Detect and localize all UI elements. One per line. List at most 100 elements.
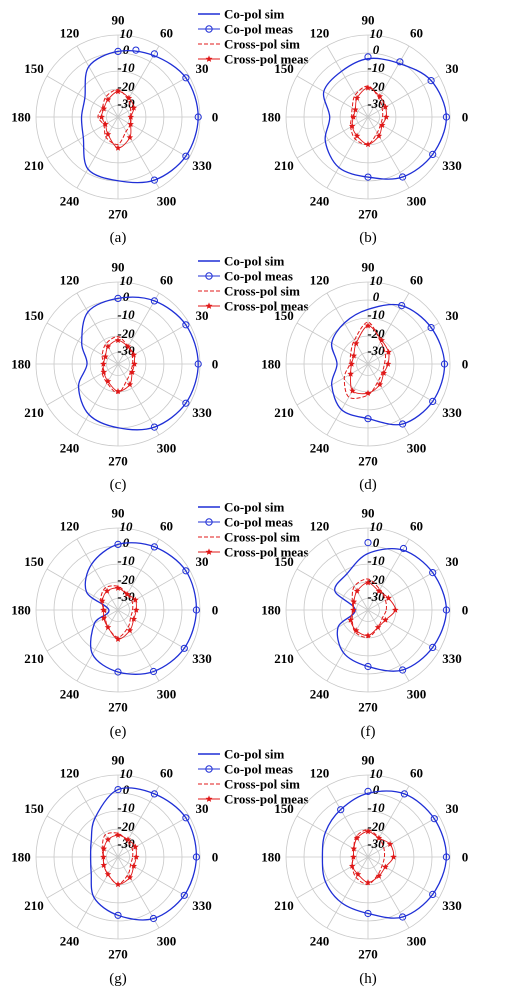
co-pol-meas-point [150, 423, 158, 431]
cross-pol-meas-point [104, 623, 112, 631]
cross-pol-meas-point [348, 862, 356, 869]
angle-tick-label: 330 [192, 405, 212, 420]
grid-spoke [117, 856, 190, 899]
angle-tick-label: 60 [410, 273, 423, 288]
cross-pol-meas-point [124, 343, 132, 350]
grid-spoke [117, 538, 160, 611]
legend-label: Co-pol meas [224, 515, 293, 530]
co-pol-sim-line [77, 296, 199, 431]
co-pol-meas-point [114, 47, 122, 56]
grid-spoke [367, 815, 440, 858]
radial-tick-label: 10 [120, 26, 134, 41]
polar-chart-a: 0306090120150180210240270300330100-10-20… [11, 7, 308, 247]
cross-pol-meas-point [386, 840, 394, 847]
angle-tick-label: 30 [446, 554, 459, 569]
grid-spoke [117, 116, 160, 189]
radial-tick-label: -30 [367, 589, 385, 604]
co-pol-meas-point [429, 397, 437, 405]
radial-tick-label: -20 [367, 79, 385, 94]
grid-spoke [76, 609, 119, 682]
co-pol-meas-point [364, 173, 372, 181]
angle-tick-label: 90 [362, 13, 375, 28]
co-pol-meas-point [194, 360, 202, 368]
angle-tick-label: 270 [358, 207, 378, 222]
cross-pol-meas-point [98, 113, 105, 120]
legend-item: Co-pol meas [198, 762, 293, 777]
radial-tick-label: -20 [117, 326, 135, 341]
co-pol-meas-point [150, 543, 158, 551]
polar-chart-h: 0306090120150180210240270300330100-10-20… [261, 753, 468, 988]
angle-tick-label: 270 [358, 947, 378, 962]
grid-spoke [367, 116, 410, 189]
radial-tick-label: 10 [370, 26, 384, 41]
angle-tick-label: 210 [24, 651, 44, 666]
grid-spoke [46, 568, 119, 611]
grid-spoke [326, 609, 369, 682]
angle-tick-label: 0 [212, 110, 219, 125]
angle-tick-label: 330 [442, 651, 462, 666]
cross-pol-meas-point [104, 870, 112, 878]
legend-swatch-circle [205, 518, 213, 526]
cross-pol-meas-point [354, 870, 362, 878]
co-pol-meas-point [150, 297, 158, 305]
co-pol-sim-line [80, 49, 199, 184]
legend-label: Cross-pol meas [224, 299, 309, 314]
cross-pol-meas-point [132, 606, 140, 613]
angle-tick-label: 300 [407, 441, 427, 456]
co-pol-meas-point [182, 321, 190, 329]
radial-tick-label: -20 [117, 572, 135, 587]
angle-tick-label: 270 [108, 454, 128, 469]
cross-pol-meas-point [124, 836, 132, 843]
subplot-caption: (b) [359, 230, 377, 246]
angle-tick-label: 150 [24, 554, 44, 569]
co-pol-meas-point [364, 415, 372, 423]
cross-pol-meas-point [123, 590, 131, 597]
cross-pol-meas-point [125, 94, 133, 101]
legend-item: Cross-pol sim [198, 530, 300, 545]
cross-pol-meas-point [114, 387, 122, 395]
cross-pol-meas-point [104, 836, 112, 843]
angle-tick-label: 180 [261, 357, 281, 372]
grid-spoke [117, 856, 160, 929]
grid-spoke [367, 75, 440, 118]
angle-tick-label: 210 [274, 405, 294, 420]
grid-spoke [296, 815, 369, 858]
co-pol-meas-point [429, 150, 437, 158]
cross-pol-meas-point [100, 861, 108, 868]
radial-tick-label: 0 [373, 535, 380, 550]
radial-tick-label: -30 [367, 836, 385, 851]
co-pol-meas-point [364, 662, 372, 671]
cross-pol-meas-point [350, 598, 358, 605]
angle-tick-label: 30 [196, 554, 209, 569]
co-pol-meas-point [429, 890, 437, 899]
cross-pol-meas-point [364, 322, 372, 329]
cross-pol-meas-point [132, 596, 139, 603]
co-pol-meas-point [400, 790, 408, 798]
cross-pol-meas-point [364, 84, 372, 91]
angle-tick-label: 90 [362, 753, 375, 768]
radial-tick-label: 10 [370, 273, 384, 288]
cross-pol-meas-point [128, 368, 136, 375]
grid-spoke [326, 785, 369, 858]
angle-tick-label: 30 [446, 801, 459, 816]
co-pol-meas-point [442, 606, 450, 614]
angle-tick-label: 270 [108, 700, 128, 715]
co-pol-meas-point [364, 787, 372, 796]
cross-pol-meas-point [390, 853, 397, 860]
co-pol-meas-point [429, 569, 437, 577]
cross-pol-meas-point [378, 336, 385, 344]
angle-tick-label: 120 [310, 519, 330, 534]
angle-tick-label: 90 [362, 260, 375, 275]
radial-tick-label: 0 [373, 782, 380, 797]
cross-pol-meas-point [127, 113, 134, 120]
angle-tick-label: 60 [160, 273, 173, 288]
co-pol-meas-point [396, 58, 404, 66]
legend-label: Co-pol sim [224, 500, 284, 515]
angle-tick-label: 0 [212, 357, 219, 372]
cross-pol-meas-point [100, 614, 108, 621]
legend-item: Co-pol meas [198, 22, 293, 37]
angle-tick-label: 180 [11, 850, 31, 865]
grid-spoke [117, 785, 160, 858]
legend-item: Cross-pol meas [198, 52, 309, 67]
co-pol-meas-point [399, 666, 407, 674]
